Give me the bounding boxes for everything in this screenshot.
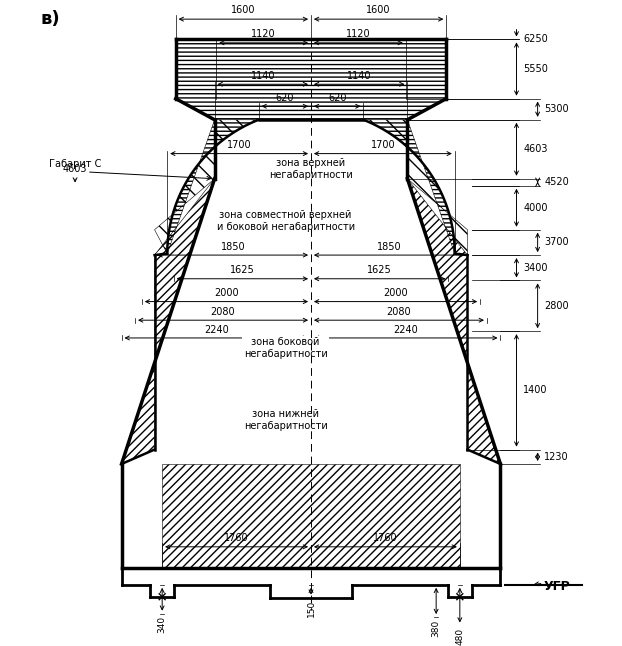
Text: 1120: 1120	[251, 29, 276, 39]
Text: 1600: 1600	[231, 5, 256, 15]
Text: зона нижней
негабаритности: зона нижней негабаритности	[244, 409, 328, 431]
Text: 1850: 1850	[220, 242, 245, 252]
Text: 1625: 1625	[368, 266, 392, 275]
Text: 480: 480	[455, 628, 465, 645]
Text: 340: 340	[157, 616, 167, 633]
Text: 2240: 2240	[204, 324, 229, 335]
Text: 1700: 1700	[227, 140, 251, 151]
Text: 1850: 1850	[377, 242, 402, 252]
Text: 3700: 3700	[544, 237, 569, 247]
Text: 1600: 1600	[366, 5, 391, 15]
Text: 5300: 5300	[544, 104, 569, 114]
Text: 2080: 2080	[387, 307, 411, 317]
Text: 6250: 6250	[523, 34, 548, 45]
Text: 2000: 2000	[383, 288, 408, 298]
Text: 2240: 2240	[393, 324, 418, 335]
Text: 4520: 4520	[544, 178, 569, 187]
Text: 1625: 1625	[230, 266, 254, 275]
Text: 1760: 1760	[373, 534, 397, 543]
Text: 620: 620	[276, 93, 294, 103]
Text: зона верхней
негабаритности: зона верхней негабаритности	[269, 158, 353, 180]
Text: 620: 620	[328, 93, 346, 103]
Text: 1700: 1700	[371, 140, 395, 151]
Text: в): в)	[40, 10, 60, 28]
Text: 4603: 4603	[63, 165, 87, 174]
Text: 1760: 1760	[225, 534, 249, 543]
Text: 1230: 1230	[544, 452, 569, 462]
Text: 1140: 1140	[251, 71, 275, 81]
Text: 2800: 2800	[544, 301, 569, 311]
Text: 1140: 1140	[347, 71, 371, 81]
Text: 380: 380	[432, 620, 440, 637]
Text: 2080: 2080	[211, 307, 235, 317]
Text: 5550: 5550	[523, 64, 548, 74]
Text: зона совместной верхней
и боковой негабаритности: зона совместной верхней и боковой негаба…	[216, 211, 355, 232]
Text: 1400: 1400	[523, 386, 548, 395]
Text: 2000: 2000	[214, 288, 239, 298]
Text: 4603: 4603	[523, 144, 548, 154]
Text: зона боковой
негабаритности: зона боковой негабаритности	[244, 337, 328, 359]
Text: 1120: 1120	[346, 29, 371, 39]
Text: 150: 150	[307, 600, 315, 618]
Text: УГР: УГР	[544, 580, 570, 593]
Text: 4000: 4000	[523, 203, 548, 213]
Text: 3400: 3400	[523, 263, 548, 273]
Text: Габарит С: Габарит С	[49, 158, 101, 169]
